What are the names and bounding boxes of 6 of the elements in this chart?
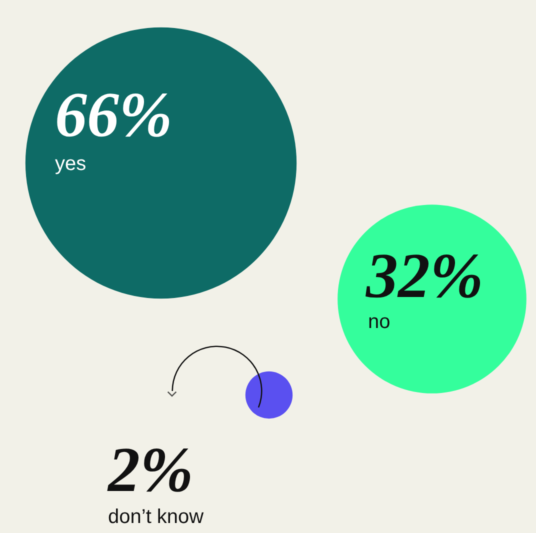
category-label: don’t know bbox=[108, 506, 204, 528]
data-label: 32% bbox=[365, 240, 484, 311]
category-label: no bbox=[368, 311, 390, 333]
category-label: yes bbox=[55, 153, 86, 175]
data-label: 66% bbox=[55, 79, 172, 150]
data-label: 2% bbox=[107, 434, 194, 505]
